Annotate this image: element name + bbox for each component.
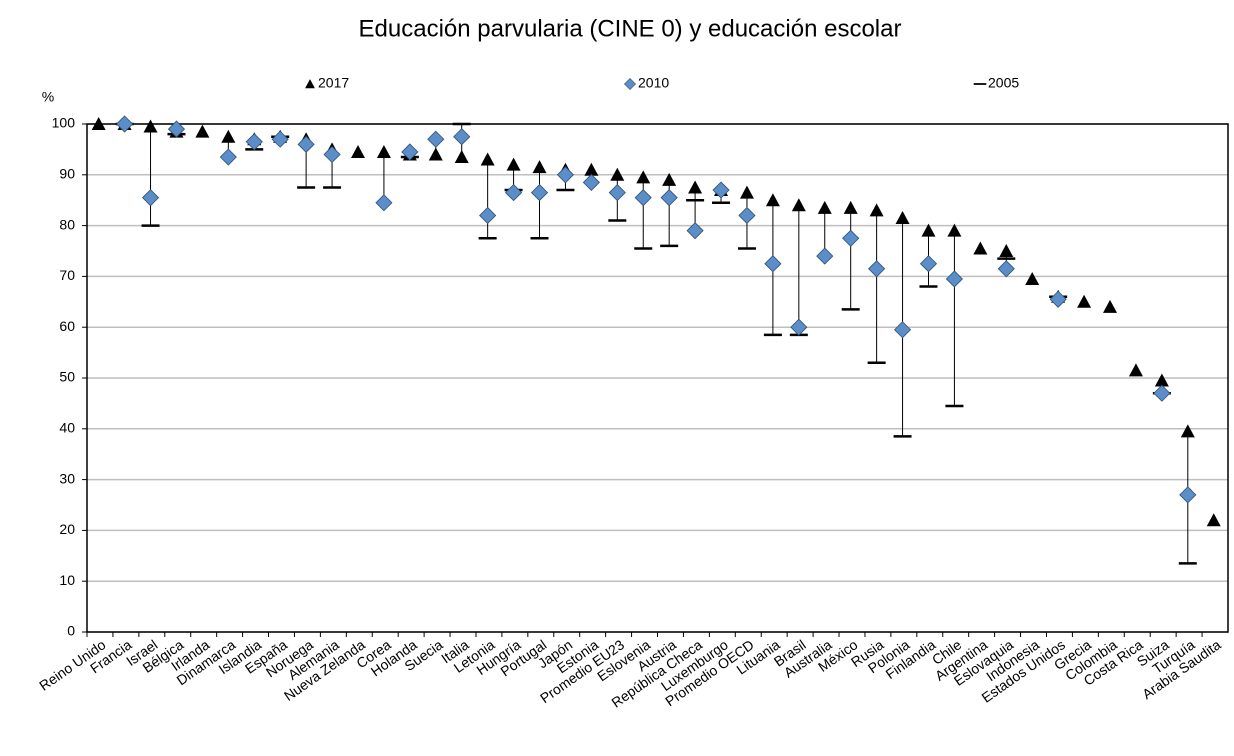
point-triangle (739, 185, 754, 199)
point-triangle (454, 150, 469, 164)
point-diamond (427, 130, 445, 148)
point-triangle (1154, 373, 1169, 387)
point-triangle (376, 144, 391, 158)
point-diamond (790, 318, 808, 336)
legend-label: 2017 (318, 75, 349, 91)
y-tick-label: 0 (67, 623, 75, 639)
point-diamond (323, 145, 341, 164)
point-diamond (271, 130, 289, 148)
point-diamond (893, 321, 912, 339)
point-diamond (634, 189, 652, 207)
point-diamond (401, 143, 419, 161)
point-diamond (945, 270, 963, 288)
y-axis-label: % (42, 89, 54, 105)
point-diamond (686, 222, 704, 240)
point-diamond (842, 229, 860, 247)
point-triangle (1077, 294, 1092, 308)
y-tick-label: 50 (59, 369, 75, 385)
point-triangle (143, 119, 158, 133)
point-triangle (869, 203, 884, 217)
point-diamond (245, 133, 263, 151)
point-triangle (921, 223, 936, 237)
legend-label: 2005 (988, 75, 1019, 91)
point-diamond (1179, 486, 1197, 504)
point-diamond (764, 255, 782, 273)
chart-title: Educación parvularia (CINE 0) y educació… (359, 15, 902, 42)
point-triangle (1103, 299, 1118, 313)
point-diamond (297, 135, 315, 153)
point-triangle (428, 147, 443, 161)
point-triangle (480, 152, 495, 166)
point-triangle (947, 223, 962, 237)
point-triangle (895, 210, 910, 224)
point-triangle (506, 157, 521, 171)
y-tick-label: 80 (59, 216, 75, 232)
point-triangle (221, 129, 236, 143)
legend-marker (305, 79, 315, 89)
y-tick-label: 20 (59, 521, 75, 537)
point-diamond (453, 128, 471, 146)
point-triangle (532, 160, 547, 174)
point-diamond (919, 255, 938, 273)
y-tick-label: 100 (52, 115, 76, 131)
point-diamond (1049, 290, 1067, 308)
point-diamond (868, 260, 886, 278)
point-triangle (1206, 513, 1221, 527)
point-triangle (688, 180, 703, 194)
point-diamond (375, 194, 393, 212)
point-diamond (141, 189, 160, 207)
point-triangle (765, 193, 780, 207)
point-diamond (738, 206, 756, 225)
point-diamond (997, 260, 1015, 278)
legend-marker (624, 78, 636, 90)
point-triangle (662, 172, 677, 186)
y-tick-label: 10 (59, 572, 75, 588)
point-diamond (167, 120, 186, 138)
point-triangle (91, 117, 106, 130)
point-triangle (1180, 424, 1195, 438)
y-tick-label: 30 (59, 470, 75, 486)
point-diamond (660, 189, 678, 207)
point-diamond (712, 181, 730, 199)
point-triangle (999, 244, 1014, 257)
point-diamond (219, 148, 237, 166)
legend-label: 2010 (638, 75, 669, 91)
point-triangle (584, 162, 599, 176)
point-diamond (116, 115, 134, 133)
point-diamond (582, 173, 600, 191)
point-triangle (817, 200, 832, 214)
point-triangle (636, 170, 651, 184)
point-triangle (1128, 363, 1143, 377)
y-tick-label: 70 (59, 267, 75, 283)
y-tick-label: 40 (59, 420, 75, 436)
point-diamond (816, 247, 834, 265)
y-tick-label: 60 (59, 318, 75, 334)
point-diamond (608, 184, 626, 202)
point-triangle (973, 241, 988, 255)
point-triangle (1025, 271, 1040, 285)
point-triangle (350, 144, 365, 158)
point-diamond (505, 184, 523, 202)
point-triangle (610, 167, 625, 181)
point-triangle (195, 124, 210, 138)
y-tick-label: 90 (59, 166, 75, 182)
point-diamond (530, 184, 549, 202)
point-diamond (479, 206, 497, 225)
point-diamond (1153, 384, 1171, 402)
point-triangle (843, 200, 858, 214)
point-diamond (556, 166, 575, 184)
point-triangle (791, 198, 806, 212)
